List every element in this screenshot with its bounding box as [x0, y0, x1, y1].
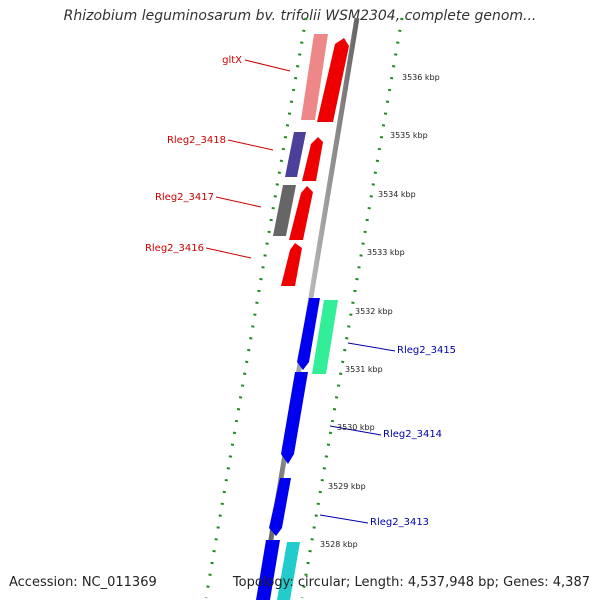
- gene-red-forward-2[interactable]: [302, 137, 323, 181]
- gene-rleg2-3416-feature[interactable]: [281, 243, 302, 286]
- scale-label: 3530 kbp: [337, 423, 375, 432]
- gene-gltx-feature[interactable]: [301, 34, 328, 120]
- scale-label: 3533 kbp: [367, 248, 405, 257]
- gene-blue-2[interactable]: [256, 540, 280, 600]
- gene-label-rleg2-3413[interactable]: Rleg2_3413: [370, 517, 429, 528]
- topology-label: Topology: circular; Length: 4,537,948 bp…: [232, 575, 590, 590]
- scale-label: 3535 kbp: [390, 131, 428, 140]
- gene-label-rleg2-3415[interactable]: Rleg2_3415: [397, 345, 456, 356]
- scale-label: 3534 kbp: [378, 190, 416, 199]
- gene-label-rleg2-3417[interactable]: Rleg2_3417: [155, 192, 214, 203]
- scale-label: 3529 kbp: [328, 482, 366, 491]
- genome-title: Rhizobium leguminosarum bv. trifolii WSM…: [63, 8, 537, 24]
- gene-blue-1[interactable]: [297, 298, 320, 370]
- accession-label: Accession: NC_011369: [9, 575, 157, 590]
- gene-labels: gltX Rleg2_3418 Rleg2_3417 Rleg2_3416 Rl…: [145, 55, 456, 528]
- gene-rleg2-3417-feature[interactable]: [273, 185, 296, 236]
- gene-red-forward-3[interactable]: [289, 186, 313, 240]
- gene-rleg2-3413-feature[interactable]: [269, 478, 291, 536]
- scale-label: 3536 kbp: [402, 73, 440, 82]
- scale-label: 3531 kbp: [345, 365, 383, 374]
- gene-label-rleg2-3416[interactable]: Rleg2_3416: [145, 243, 204, 254]
- scale-labels: 3536 kbp 3535 kbp 3534 kbp 3533 kbp 3532…: [320, 73, 440, 549]
- gene-label-gltx[interactable]: gltX: [222, 55, 242, 66]
- gene-rleg2-3415-feature[interactable]: [312, 300, 338, 374]
- gene-red-forward-1[interactable]: [317, 38, 349, 122]
- gene-rleg2-3414-feature[interactable]: [281, 372, 308, 464]
- label-connectors: [205, 59, 396, 524]
- gene-rleg2-3418-feature[interactable]: [285, 132, 306, 177]
- scale-label: 3528 kbp: [320, 540, 358, 549]
- gene-label-rleg2-3414[interactable]: Rleg2_3414: [383, 429, 442, 440]
- gene-cyan-1[interactable]: [277, 542, 300, 600]
- left-tick-line: [204, 17, 308, 599]
- gene-label-rleg2-3418[interactable]: Rleg2_3418: [167, 135, 226, 146]
- gene-features: [256, 34, 349, 600]
- scale-label: 3532 kbp: [355, 307, 393, 316]
